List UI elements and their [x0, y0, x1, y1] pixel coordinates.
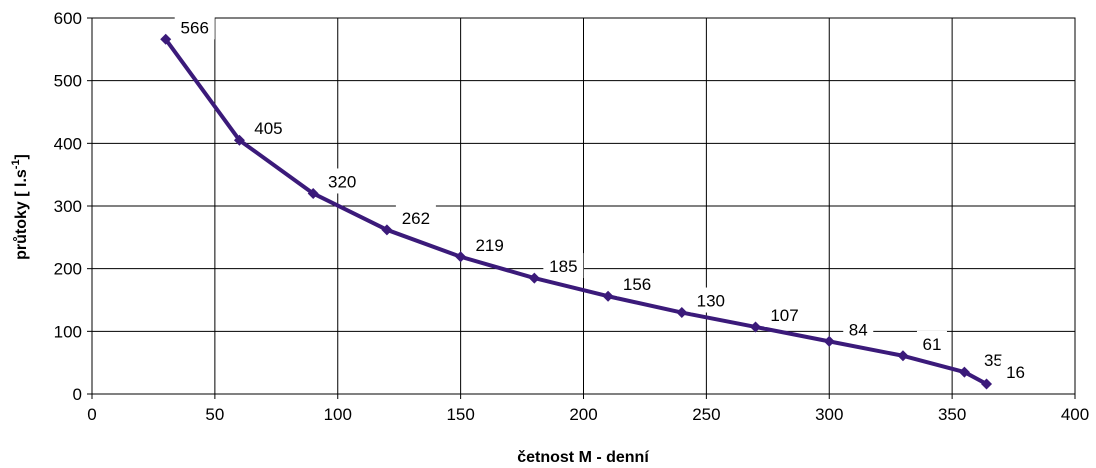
- y-tick-label: 0: [73, 385, 82, 404]
- data-label: 35: [984, 351, 1003, 370]
- data-label: 219: [475, 236, 503, 255]
- data-point: [160, 33, 172, 45]
- y-tick-label: 600: [54, 9, 82, 28]
- x-tick-label: 0: [87, 405, 96, 424]
- data-point: [823, 335, 835, 347]
- data-point: [958, 366, 970, 378]
- data-label-bg: [690, 287, 731, 313]
- data-label-bg: [1000, 358, 1031, 384]
- data-label-bg: [617, 271, 658, 297]
- x-tick-label: 50: [205, 405, 224, 424]
- data-point: [897, 350, 909, 362]
- x-axis: 0 50 100 150 200 250 300 350 400: [87, 394, 1089, 424]
- data-label-bg: [395, 204, 436, 230]
- y-axis-title-sup: -1: [10, 159, 22, 169]
- data-label-bg: [174, 14, 215, 40]
- data-label: 320: [328, 172, 356, 191]
- y-tick-label: 200: [54, 260, 82, 279]
- y-tick-label: 300: [54, 197, 82, 216]
- data-point: [528, 272, 540, 284]
- data-point: [676, 307, 688, 319]
- data-label: 130: [697, 292, 725, 311]
- y-axis-title-end: ]: [13, 154, 30, 159]
- data-point: [602, 290, 614, 302]
- x-tick-label: 200: [569, 405, 597, 424]
- data-label: 61: [923, 335, 942, 354]
- data-label-bg: [322, 168, 363, 194]
- data-point: [981, 378, 993, 390]
- data-label-bg: [469, 231, 510, 257]
- x-tick-label: 350: [938, 405, 966, 424]
- x-tick-label: 300: [815, 405, 843, 424]
- data-label-bg: [248, 115, 289, 141]
- data-label: 185: [549, 257, 577, 276]
- data-label: 16: [1006, 363, 1025, 382]
- data-point: [455, 251, 467, 263]
- y-tick-label: 500: [54, 72, 82, 91]
- data-label-bg: [543, 253, 584, 279]
- y-axis-title-main: průtoky [ l.s: [13, 169, 30, 260]
- x-tick-label: 100: [324, 405, 352, 424]
- data-label-bg: [764, 301, 805, 327]
- data-label: 262: [402, 209, 430, 228]
- data-point: [307, 187, 319, 199]
- data-label: 84: [849, 320, 868, 339]
- data-point: [750, 321, 762, 333]
- data-point: [233, 134, 245, 146]
- data-label: 405: [254, 119, 282, 138]
- x-tick-label: 150: [446, 405, 474, 424]
- x-axis-title: četnost M - denní: [517, 449, 649, 466]
- data-markers: [160, 33, 993, 390]
- data-point: [381, 224, 393, 236]
- data-label-bg: [916, 330, 947, 356]
- data-label: 107: [770, 306, 798, 325]
- data-label: 156: [623, 275, 651, 294]
- data-label: 566: [181, 18, 209, 37]
- data-label-bg: [843, 316, 874, 342]
- y-axis-title: průtoky [ l.s-1]: [10, 154, 30, 260]
- y-axis: 0 100 200 300 400 500 600: [54, 9, 92, 404]
- x-tick-label: 400: [1061, 405, 1089, 424]
- x-tick-label: 250: [692, 405, 720, 424]
- y-tick-label: 100: [54, 322, 82, 341]
- y-tick-label: 400: [54, 134, 82, 153]
